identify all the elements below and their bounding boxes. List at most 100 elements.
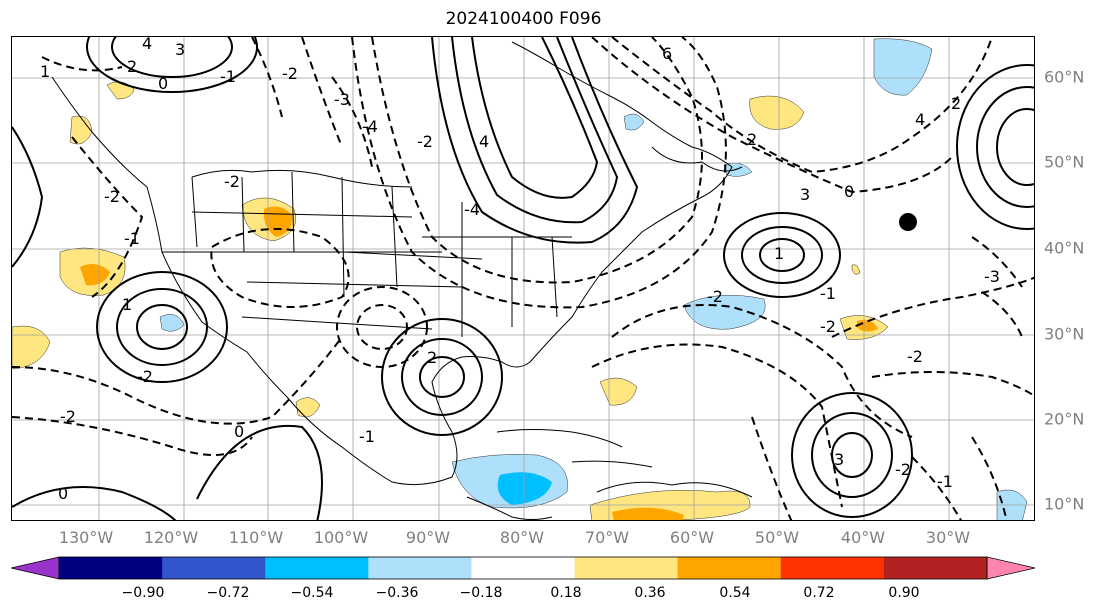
- contour-label: -3: [334, 90, 350, 109]
- contour-label: 2: [747, 130, 757, 149]
- warm-anomaly-patch: [12, 325, 51, 370]
- colorbar-extend-max: [986, 556, 1036, 580]
- contour-label: -2: [104, 187, 120, 206]
- warm-anomaly-patch: [295, 397, 321, 418]
- lon-label: 50°W: [754, 528, 800, 547]
- lon-label: 120°W: [143, 528, 199, 547]
- colorbar-tick-label: −0.90: [121, 585, 165, 601]
- lon-label: 70°W: [584, 528, 630, 547]
- contour-label: 3: [175, 40, 185, 59]
- map-panel: 4 3 2 1 0 -1 -2 -3 -4 6 2 4 3 1 2 0 -1 1…: [11, 36, 1035, 521]
- cool-anomaly-patch: [623, 113, 645, 131]
- contour-label: 1: [774, 244, 784, 263]
- contour-label: 2: [127, 57, 137, 76]
- lon-label: 130°W: [58, 528, 114, 547]
- contour-label: 6: [662, 44, 672, 63]
- warm-anomaly-patch: [851, 264, 861, 275]
- contour-label: 2: [427, 348, 437, 367]
- strong-cool-anomaly-patch: [497, 472, 552, 505]
- colorbar-segment: [883, 557, 988, 579]
- lon-label: 40°W: [840, 528, 886, 547]
- contour-label: 1: [122, 295, 132, 314]
- lon-label: 90°W: [405, 528, 451, 547]
- lon-label: 60°W: [669, 528, 715, 547]
- colorbar-tick-label: −0.72: [206, 585, 250, 601]
- contour-label: -2: [907, 347, 923, 366]
- map-canvas: 4 3 2 1 0 -1 -2 -3 -4 6 2 4 3 1 2 0 -1 1…: [12, 37, 1034, 520]
- black-dot-marker: [899, 213, 917, 231]
- contour-label: -2: [417, 132, 433, 151]
- colorbar-segment: [780, 557, 885, 579]
- contour-label: 4: [479, 132, 489, 151]
- contour-label: 3: [834, 450, 844, 469]
- contour-label: -3: [984, 267, 1000, 286]
- contour-label: -2: [60, 407, 76, 426]
- colorbar-segment: [574, 557, 679, 579]
- colorbar-outline: [58, 556, 988, 580]
- strong-warm-anomaly-patch: [80, 263, 110, 286]
- contour-label: 0: [158, 74, 168, 93]
- cool-anomaly-patch: [159, 314, 185, 332]
- colorbar-segment: [59, 557, 163, 579]
- contour-label: -1: [359, 427, 375, 446]
- warm-anomaly-patch: [749, 95, 805, 130]
- lat-label: 20°N: [1044, 409, 1085, 429]
- colorbar-tick-label: 0.54: [719, 585, 751, 601]
- colorbar-tick-label: 0.90: [888, 585, 920, 601]
- strong-warm-anomaly-patch: [612, 507, 684, 520]
- contour-label: -1: [820, 284, 836, 303]
- colorbar-extend-min: [11, 556, 60, 580]
- colorbar-segment: [162, 557, 266, 579]
- contour-label: 1: [40, 62, 50, 81]
- colorbar-segment: [368, 557, 472, 579]
- contour-label: 2: [951, 94, 961, 113]
- lat-label: 50°N: [1044, 152, 1085, 172]
- contour-label: 0: [234, 422, 244, 441]
- contour-label: -2: [895, 460, 911, 479]
- cool-anomaly-patch: [873, 38, 933, 96]
- lat-label: 40°N: [1044, 238, 1085, 258]
- contour-label: -2: [137, 367, 153, 386]
- contour-label: -1: [220, 67, 236, 86]
- contour-label: -1: [124, 229, 140, 248]
- lat-label: 30°N: [1044, 324, 1085, 344]
- colorbar-segment: [677, 557, 782, 579]
- lat-label: 10°N: [1044, 494, 1085, 514]
- colorbar-tick-label: 0.36: [634, 585, 666, 601]
- positive-contours: [12, 37, 1034, 520]
- cool-anomaly-patch: [683, 294, 766, 330]
- map-title: 2024100400 F096: [445, 9, 602, 29]
- contour-label: -2: [282, 64, 298, 83]
- lon-label: 80°W: [499, 528, 545, 547]
- contour-label: 4: [915, 110, 925, 129]
- warm-anomaly-patch: [106, 81, 135, 100]
- graticule: [12, 37, 1034, 520]
- contour-label: -2: [820, 317, 836, 336]
- contour-label: 0: [58, 484, 68, 503]
- anomaly-shading: [12, 38, 1028, 520]
- lon-label: 100°W: [313, 528, 369, 547]
- colorbar-segment: [471, 557, 576, 579]
- cool-anomaly-patch: [996, 489, 1028, 520]
- colorbar-segment: [265, 557, 369, 579]
- warm-anomaly-patch: [599, 377, 638, 406]
- contour-label: -4: [464, 200, 480, 219]
- lon-label: 30°W: [925, 528, 971, 547]
- negative-contours: [12, 37, 1034, 520]
- contour-label: -2: [224, 172, 240, 191]
- lon-label: 110°W: [228, 528, 284, 547]
- contour-label: 3: [800, 185, 810, 204]
- contour-label: -2: [707, 287, 723, 306]
- contour-labels: 4 3 2 1 0 -1 -2 -3 -4 6 2 4 3 1 2 0 -1 1…: [40, 37, 1000, 503]
- colorbar-tick-label: 0.18: [550, 585, 582, 601]
- contour-label: 4: [142, 37, 152, 53]
- colorbar-tick-label: −0.18: [459, 585, 503, 601]
- colorbar-tick-label: −0.54: [290, 585, 334, 601]
- contour-label: -1: [937, 472, 953, 491]
- contour-label: 0: [844, 182, 854, 201]
- lat-label: 60°N: [1044, 67, 1085, 87]
- coastlines: [51, 41, 753, 520]
- colorbar-tick-label: −0.36: [375, 585, 419, 601]
- colorbar: [11, 556, 1036, 580]
- colorbar-tick-label: 0.72: [803, 585, 835, 601]
